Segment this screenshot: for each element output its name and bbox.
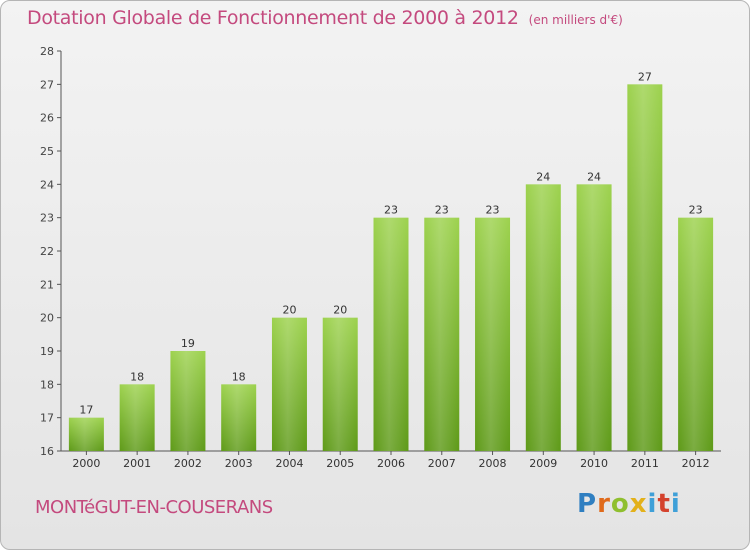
value-label-2003: 18 [232, 370, 246, 383]
value-label-2006: 23 [384, 204, 398, 217]
y-tick-label: 17 [40, 412, 54, 425]
chart-title-text: Dotation Globale de Fonctionnement de 20… [27, 7, 519, 29]
value-label-2004: 20 [282, 304, 296, 317]
x-tick-label-2007: 2007 [428, 457, 456, 470]
y-tick-label: 18 [40, 378, 54, 391]
y-tick-label: 20 [40, 312, 54, 325]
y-tick-label: 25 [40, 145, 54, 158]
bar-highlight-2007 [424, 217, 460, 451]
x-tick-label-2001: 2001 [123, 457, 151, 470]
value-label-2010: 24 [587, 170, 601, 183]
value-label-2001: 18 [130, 370, 144, 383]
bar-highlight-2000 [68, 417, 104, 451]
x-tick-label-2011: 2011 [631, 457, 659, 470]
bar-highlight-2001 [119, 384, 155, 451]
value-label-2011: 27 [638, 70, 652, 83]
y-tick-label: 28 [40, 45, 54, 58]
value-label-2005: 20 [333, 304, 347, 317]
value-label-2002: 19 [181, 337, 195, 350]
bar-highlight-2008 [475, 217, 511, 451]
value-label-2008: 23 [486, 204, 500, 217]
bar-highlight-2010 [576, 184, 612, 452]
value-label-2009: 24 [536, 170, 550, 183]
commune-name: MONTéGUT-EN-COUSERANS [35, 497, 273, 518]
x-tick-label-2010: 2010 [580, 457, 608, 470]
y-tick-label: 19 [40, 345, 54, 358]
x-tick-label-2004: 2004 [275, 457, 303, 470]
bar-highlight-2005 [322, 317, 358, 451]
x-tick-label-2000: 2000 [72, 457, 100, 470]
value-label-2007: 23 [435, 204, 449, 217]
bar-highlight-2012 [678, 217, 714, 451]
y-tick-label: 21 [40, 278, 54, 291]
y-tick-label: 24 [40, 178, 54, 191]
y-tick-label: 27 [40, 78, 54, 91]
bar-highlight-2009 [525, 184, 561, 452]
bar-chart: 16 17 18 19 20 21 22 23 24 25 26 27 28 2000 2001 2002 20… [40, 45, 721, 470]
y-tick-label: 22 [40, 245, 54, 258]
bar-highlight-2002 [170, 351, 206, 451]
x-tick-label-2012: 2012 [682, 457, 710, 470]
x-tick-label-2009: 2009 [529, 457, 557, 470]
x-tick-label-2006: 2006 [377, 457, 405, 470]
bar-highlight-2004 [271, 317, 307, 451]
bar-highlight-2006 [373, 217, 409, 451]
y-tick-label: 23 [40, 212, 54, 225]
value-label-2000: 17 [79, 404, 93, 417]
chart-title: Dotation Globale de Fonctionnement de 20… [27, 7, 623, 29]
y-tick-label: 16 [40, 445, 54, 458]
bar-highlight-2003 [221, 384, 257, 451]
x-tick-label-2008: 2008 [479, 457, 507, 470]
y-tick-label: 26 [40, 112, 54, 125]
bar-highlight-2011 [627, 84, 663, 451]
proxiti-logo: Proxiti [577, 489, 681, 519]
chart-unit: (en milliers d'€) [528, 13, 623, 27]
value-label-2012: 23 [689, 204, 703, 217]
x-tick-label-2005: 2005 [326, 457, 354, 470]
x-tick-label-2002: 2002 [174, 457, 202, 470]
x-tick-label-2003: 2003 [225, 457, 253, 470]
